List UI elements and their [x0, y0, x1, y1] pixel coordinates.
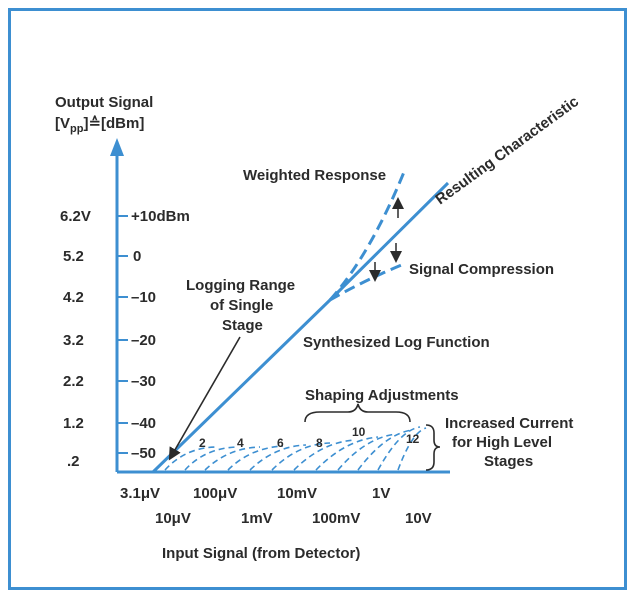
signal-compression-label: Signal Compression — [409, 261, 554, 278]
stage-curve — [397, 427, 427, 471]
stage-curve — [249, 444, 307, 471]
x-tick-bottom: 10μV — [155, 510, 191, 527]
stage-numbers: 2 4 6 8 10 12 — [199, 425, 420, 450]
stage-curve — [184, 446, 238, 471]
x-tick-top: 100μV — [193, 485, 237, 502]
increased-current-label-1: Increased Current — [445, 415, 573, 432]
logging-range-arrow — [168, 336, 241, 461]
stage-number: 2 — [199, 436, 206, 450]
stage-curve — [357, 429, 413, 471]
resulting-characteristic-label: Resulting Characteristic — [432, 93, 582, 208]
volt-label: 4.2 — [63, 289, 84, 306]
stage-curve — [164, 446, 216, 471]
y-dbm-labels: +10dBm 0 –10 –20 –30 –40 –50 — [131, 208, 190, 462]
logging-range-label-1: Logging Range — [186, 277, 295, 294]
x-axis-title: Input Signal (from Detector) — [162, 545, 360, 562]
stage-number: 10 — [352, 425, 366, 439]
x-tick-bottom: 100mV — [312, 510, 360, 527]
dbm-label: –10 — [131, 289, 156, 306]
volt-label: 6.2V — [60, 208, 91, 225]
shaping-adjustments-label: Shaping Adjustments — [305, 387, 459, 404]
diagram-frame — [8, 8, 627, 590]
x-tick-top: 3.1μV — [120, 485, 160, 502]
dbm-label: –20 — [131, 332, 156, 349]
y-volt-labels: 6.2V 5.2 4.2 3.2 2.2 1.2 .2 — [60, 208, 91, 470]
logging-range-label-2: of Single — [210, 297, 273, 314]
synthesized-log-label: Synthesized Log Function — [303, 334, 490, 351]
volt-label: 2.2 — [63, 373, 84, 390]
x-tick-top: 10mV — [277, 485, 317, 502]
synthesized-log-line — [151, 298, 332, 474]
stage-curve — [271, 442, 331, 471]
y-axis-title-line2: [Vpp]≙[dBm] — [55, 115, 144, 135]
increased-current-label-2: for High Level — [452, 434, 552, 451]
weighted-response-label: Weighted Response — [243, 167, 386, 184]
volt-label: 5.2 — [63, 248, 84, 265]
x-tick-top: 1V — [372, 485, 390, 502]
stage-number: 12 — [406, 432, 420, 446]
dbm-label: 0 — [133, 248, 141, 265]
weighted-response-curve — [328, 171, 406, 301]
volt-label: 3.2 — [63, 332, 84, 349]
stage-number: 4 — [237, 436, 244, 450]
resulting-characteristic-line — [328, 181, 450, 302]
increased-current-brace — [425, 424, 441, 471]
stage-curve — [227, 445, 284, 471]
dbm-label: –50 — [131, 445, 156, 462]
increased-current-label-3: Stages — [484, 453, 533, 470]
stage-curve — [204, 446, 261, 471]
stage-curve — [337, 433, 397, 471]
stage-curve — [315, 436, 379, 471]
y-axis-arrowhead — [110, 138, 124, 156]
x-tick-bottom: 1mV — [241, 510, 273, 527]
volt-label: .2 — [67, 453, 80, 470]
stage-curves — [164, 426, 427, 471]
x-tick-bottom: 10V — [405, 510, 432, 527]
y-axis-title-line1: Output Signal — [55, 94, 153, 111]
dbm-label: –40 — [131, 415, 156, 432]
signal-compression-curve — [329, 262, 405, 302]
y-ticks — [117, 215, 128, 454]
stage-curve — [293, 439, 356, 471]
stage-number: 6 — [277, 436, 284, 450]
logging-range-label-3: Stage — [222, 317, 263, 334]
stage-number: 8 — [316, 436, 323, 450]
dbm-label: +10dBm — [131, 208, 190, 225]
dbm-label: –30 — [131, 373, 156, 390]
x-tick-labels: 3.1μV 100μV 10mV 1V 10μV 1mV 100mV 10V — [120, 485, 432, 527]
shaping-brace — [304, 403, 411, 423]
volt-label: 1.2 — [63, 415, 84, 432]
